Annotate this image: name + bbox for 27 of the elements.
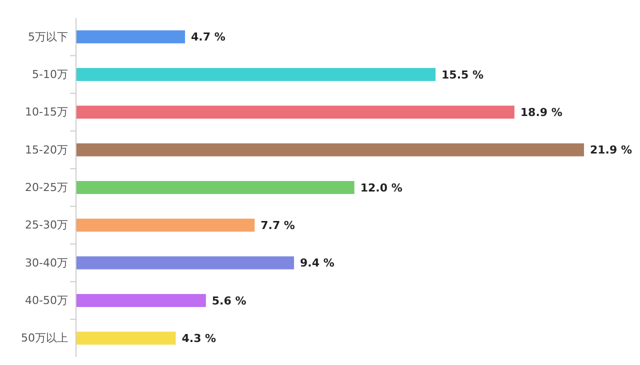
bar	[76, 106, 514, 119]
bar	[76, 256, 294, 270]
data-label: 4.7 %	[191, 30, 226, 44]
bar	[76, 218, 255, 232]
bar	[76, 332, 176, 345]
bar	[76, 68, 436, 81]
bar	[76, 181, 354, 194]
y-tick-label: 5-10万	[32, 68, 68, 82]
data-label: 9.4 %	[300, 256, 334, 270]
data-label: 15.5 %	[442, 68, 484, 82]
y-tick-label: 5万以下	[28, 30, 68, 44]
y-tick-label: 20-25万	[25, 181, 68, 194]
y-tick-label: 10-15万	[25, 106, 68, 119]
bar	[76, 30, 186, 44]
data-label: 5.6 %	[212, 294, 246, 308]
data-label: 4.3 %	[182, 332, 216, 346]
y-tick-label: 25-30万	[25, 218, 68, 232]
y-tick-label: 30-40万	[25, 256, 68, 270]
data-label: 21.9 %	[590, 144, 632, 157]
y-tick-label: 15-20万	[25, 143, 68, 156]
data-label: 18.9 %	[520, 106, 562, 120]
data-label: 7.7 %	[260, 219, 295, 232]
data-label: 12.0 %	[360, 181, 402, 194]
y-tick-label: 40-50万	[25, 294, 68, 308]
bar	[76, 294, 206, 307]
bar	[76, 143, 584, 156]
y-tick-label: 50万以上	[21, 332, 68, 345]
